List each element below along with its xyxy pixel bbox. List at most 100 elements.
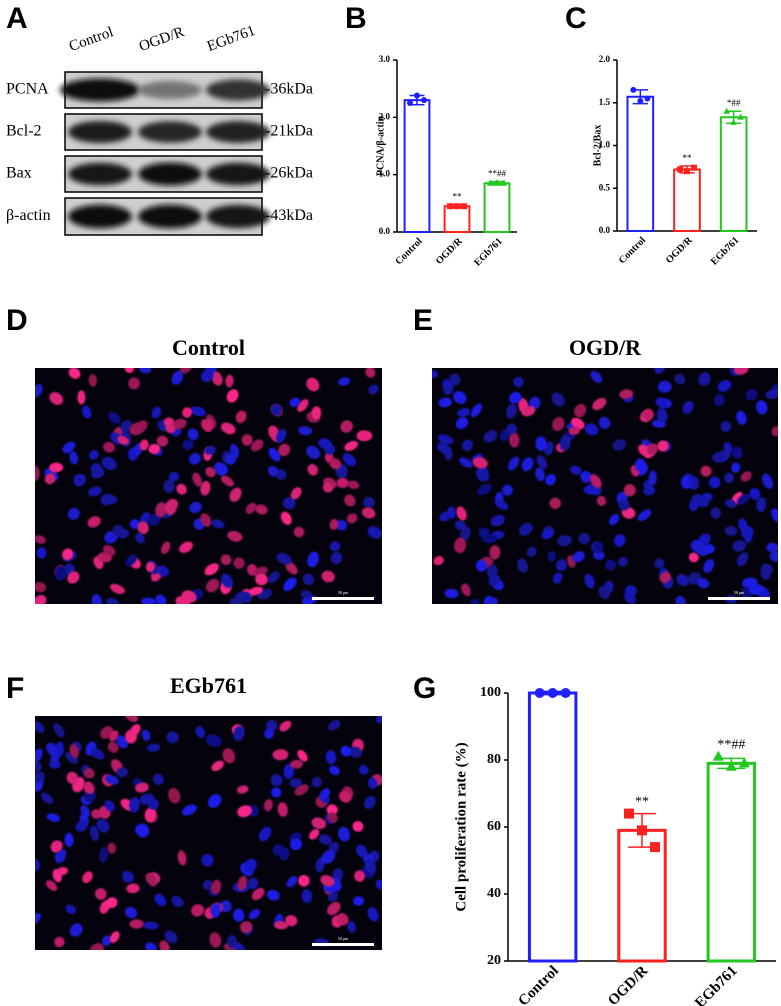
nucleus bbox=[144, 807, 157, 823]
nucleus bbox=[724, 472, 734, 484]
nucleus bbox=[233, 908, 245, 922]
nucleus bbox=[300, 590, 312, 599]
nucleus bbox=[200, 480, 211, 496]
nucleus bbox=[454, 537, 467, 554]
bar bbox=[403, 99, 431, 233]
nucleus bbox=[459, 457, 473, 468]
nucleus bbox=[519, 522, 533, 536]
nucleus bbox=[477, 483, 492, 496]
significance-label: **## bbox=[717, 738, 745, 753]
nucleus bbox=[553, 572, 563, 584]
nucleus bbox=[724, 499, 737, 508]
nucleus bbox=[117, 435, 129, 445]
nucleus bbox=[598, 416, 611, 429]
nucleus bbox=[559, 435, 571, 451]
kda-label: -21kDa bbox=[265, 123, 313, 140]
nucleus bbox=[734, 368, 749, 375]
nucleus bbox=[637, 509, 652, 521]
nucleus bbox=[478, 527, 490, 539]
nucleus bbox=[306, 445, 321, 459]
nucleus bbox=[521, 406, 536, 417]
nucleus bbox=[500, 429, 510, 442]
y-tick-label: 0.5 bbox=[599, 182, 611, 192]
x-tick-label: EGb761 bbox=[709, 235, 742, 268]
nucleus bbox=[145, 873, 157, 887]
nucleus bbox=[220, 475, 234, 487]
nucleus bbox=[647, 443, 659, 455]
nucleus bbox=[507, 456, 520, 471]
nucleus bbox=[654, 368, 666, 374]
nucleus bbox=[455, 417, 469, 430]
panel-letter: C bbox=[565, 2, 587, 35]
y-tick-label: 20 bbox=[487, 953, 501, 968]
nucleus bbox=[708, 476, 721, 489]
nucleus bbox=[367, 526, 382, 539]
nucleus bbox=[255, 573, 268, 586]
nucleus bbox=[298, 875, 310, 887]
nucleus bbox=[88, 486, 102, 497]
nucleus bbox=[241, 434, 253, 446]
blot-band bbox=[206, 204, 270, 229]
y-axis-label: Bcl-2/Bax bbox=[592, 125, 603, 167]
bar bbox=[719, 116, 748, 232]
nucleus bbox=[311, 817, 327, 830]
nucleus bbox=[237, 875, 248, 891]
nucleus bbox=[278, 443, 291, 457]
nucleus bbox=[346, 513, 358, 524]
data-point bbox=[637, 98, 644, 105]
nucleus bbox=[235, 410, 247, 424]
data-point bbox=[684, 168, 690, 175]
nucleus bbox=[693, 495, 709, 508]
nucleus bbox=[99, 847, 109, 863]
nucleus bbox=[182, 439, 194, 451]
nucleus bbox=[338, 826, 350, 842]
nucleus bbox=[68, 368, 81, 379]
nucleus bbox=[456, 506, 467, 521]
nucleus bbox=[108, 412, 121, 424]
x-tick-label: EGb761 bbox=[472, 236, 505, 269]
nucleus bbox=[229, 597, 244, 604]
data-point bbox=[730, 118, 737, 125]
nucleus bbox=[35, 581, 47, 593]
data-point bbox=[407, 100, 413, 106]
nucleus bbox=[293, 526, 305, 538]
blot-band bbox=[138, 162, 202, 186]
nucleus bbox=[276, 553, 292, 565]
nucleus bbox=[574, 403, 587, 418]
nucleus bbox=[547, 551, 556, 562]
nucleus bbox=[102, 935, 112, 946]
data-point bbox=[560, 688, 571, 698]
lane-label: OGD/R bbox=[137, 24, 186, 55]
nucleus bbox=[737, 493, 750, 505]
nucleus bbox=[347, 480, 360, 490]
image-title: Control bbox=[172, 335, 245, 360]
nucleus bbox=[298, 426, 313, 436]
nucleus bbox=[322, 482, 334, 493]
nucleus bbox=[340, 745, 352, 757]
nucleus bbox=[675, 595, 686, 604]
nucleus bbox=[571, 417, 585, 430]
data-point bbox=[677, 166, 683, 173]
blot-band bbox=[206, 79, 270, 101]
nucleus bbox=[35, 859, 40, 872]
nucleus bbox=[50, 840, 63, 853]
nucleus bbox=[182, 804, 197, 816]
nucleus bbox=[723, 442, 733, 452]
nucleus bbox=[54, 565, 67, 581]
x-tick-label: OGD/R bbox=[434, 235, 466, 267]
nucleus bbox=[187, 428, 199, 441]
nucleus bbox=[233, 725, 245, 742]
nucleus bbox=[618, 499, 630, 511]
panel-letter: G bbox=[413, 672, 436, 705]
blot-band bbox=[206, 162, 270, 186]
nucleus bbox=[177, 850, 187, 866]
nucleus bbox=[521, 457, 534, 472]
nucleus bbox=[289, 778, 303, 788]
nucleus bbox=[297, 750, 308, 762]
nucleus bbox=[107, 741, 119, 753]
nucleus bbox=[271, 787, 282, 798]
nucleus bbox=[155, 502, 167, 518]
nucleus bbox=[56, 867, 69, 876]
nucleus bbox=[207, 794, 222, 808]
nucleus bbox=[552, 416, 565, 432]
